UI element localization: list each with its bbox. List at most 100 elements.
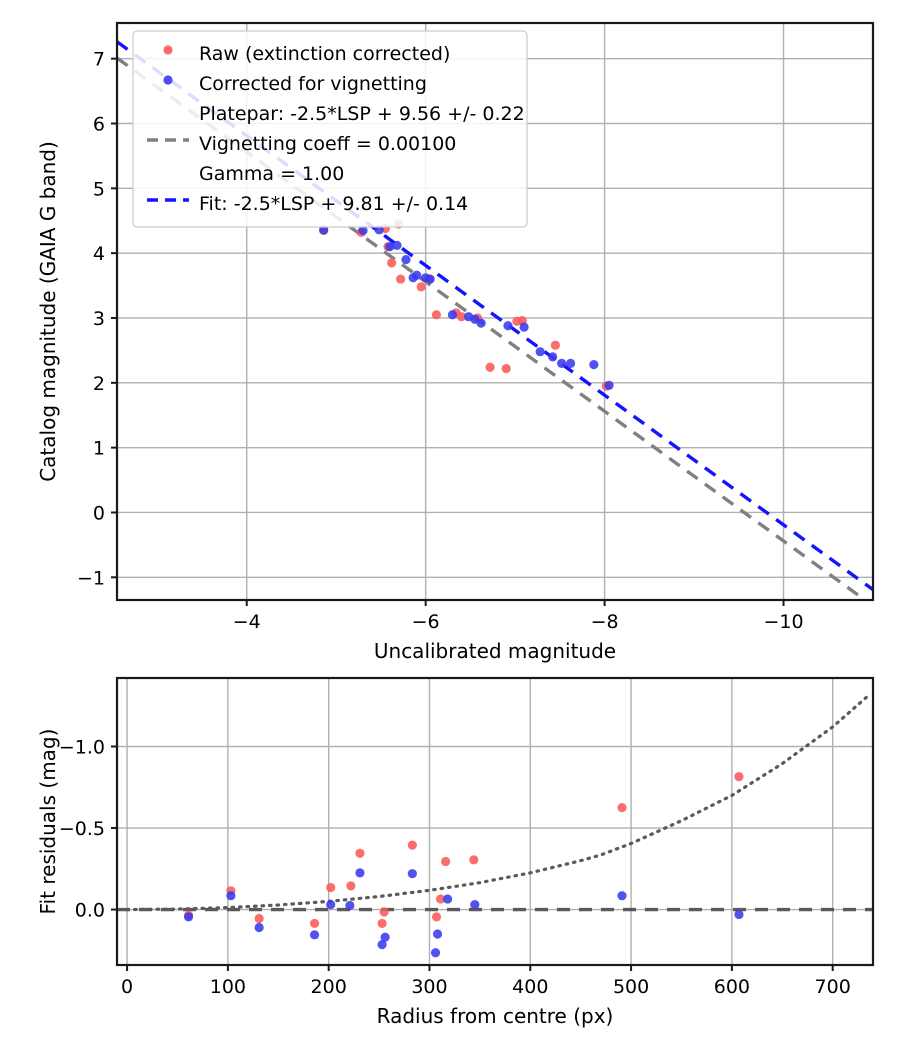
x-tick-label: 200 — [311, 976, 347, 998]
data-point — [183, 912, 194, 922]
data-point — [443, 894, 453, 904]
data-point — [309, 918, 320, 929]
data-point — [416, 282, 426, 292]
bottom-panel-ticks: 0 100 200 300 400 500 600 700 0.0 −0.5 −1.0 — [59, 736, 851, 998]
legend-background — [132, 30, 528, 228]
data-point — [550, 340, 560, 350]
data-point — [617, 891, 627, 901]
x-tick-label: 500 — [613, 976, 649, 998]
legend-entry: Raw (extinction corrected) — [163, 43, 450, 65]
x-tick-label: 700 — [815, 976, 851, 998]
y-tick-label: 7 — [93, 49, 105, 71]
x-tick-label: −10 — [763, 611, 803, 633]
legend-label: Corrected for vignetting — [199, 73, 427, 95]
x-tick-label: −4 — [233, 611, 261, 633]
data-point — [469, 855, 479, 865]
data-point — [309, 930, 320, 940]
data-point — [326, 882, 336, 893]
y-tick-label: −0.5 — [59, 818, 105, 840]
x-tick-label: −6 — [412, 611, 440, 633]
legend-label: Fit: -2.5*LSP + 9.81 +/- 0.14 — [199, 193, 468, 215]
data-point — [566, 358, 576, 368]
data-point — [254, 913, 264, 924]
legend-marker-icon — [163, 45, 173, 55]
data-point — [407, 840, 417, 850]
x-tick-label: −8 — [591, 611, 619, 633]
data-point — [401, 255, 411, 265]
data-point — [326, 900, 336, 910]
data-point — [226, 891, 236, 901]
data-point — [519, 322, 529, 332]
bottom-panel-datapoints — [183, 772, 744, 958]
data-point — [431, 912, 442, 922]
bottom-panel-xlabel: Radius from centre (px) — [377, 1004, 614, 1028]
vignetting-curve — [125, 694, 870, 912]
y-tick-label: 3 — [93, 308, 105, 330]
data-point — [379, 907, 389, 917]
top-panel-datapoints — [319, 219, 614, 391]
data-point — [377, 918, 387, 929]
data-point — [355, 868, 365, 878]
y-tick-label: 1 — [93, 438, 105, 460]
data-point — [380, 932, 390, 942]
x-tick-label: 300 — [411, 976, 447, 998]
x-tick-label: 600 — [714, 976, 750, 998]
data-point — [485, 362, 495, 372]
data-point — [604, 380, 614, 391]
series-points — [183, 772, 744, 929]
legend-label: Vignetting coeff = 0.00100 — [199, 133, 456, 155]
data-point — [385, 242, 395, 252]
bottom-panel-axes-frame — [115, 676, 875, 967]
y-tick-label: 0.0 — [75, 900, 105, 922]
data-point — [435, 894, 446, 904]
bottom-panel: 0 100 200 300 400 500 600 700 0.0 −0.5 −1.0 Radius … — [36, 676, 875, 1028]
data-point — [535, 347, 545, 357]
legend-marker-icon — [163, 75, 173, 85]
data-point — [476, 318, 486, 328]
x-tick-label: 100 — [210, 976, 246, 998]
data-point — [432, 929, 443, 939]
data-point — [407, 869, 417, 879]
data-point — [441, 856, 451, 867]
data-point — [355, 848, 365, 858]
data-point — [396, 274, 406, 284]
legend-entry: Platepar: -2.5*LSP + 9.56 +/- 0.22 Vignet… — [147, 103, 525, 185]
legend-label: Gamma = 1.00 — [199, 163, 344, 185]
top-panel-axes-frame — [115, 21, 875, 602]
y-tick-label: −1 — [77, 567, 105, 589]
data-point — [447, 310, 458, 320]
data-point — [358, 225, 368, 236]
data-point — [431, 310, 441, 320]
bottom-panel-gridlines — [117, 678, 873, 965]
y-tick-label: 5 — [93, 178, 105, 200]
bottom-panel-ylabel: Fit residuals (mag) — [36, 729, 60, 915]
data-point — [557, 358, 567, 368]
data-point — [430, 948, 441, 958]
data-point — [734, 909, 744, 920]
y-tick-label: −1.0 — [59, 736, 105, 758]
y-tick-label: 4 — [93, 243, 105, 265]
legend-entry: Corrected for vignetting — [163, 73, 427, 95]
top-panel-xlabel: Uncalibrated magnitude — [374, 639, 616, 663]
data-point — [503, 321, 513, 331]
data-point — [345, 900, 355, 911]
data-point — [254, 922, 264, 933]
data-point — [425, 274, 435, 284]
series-points — [183, 868, 744, 958]
series-points — [319, 225, 614, 391]
y-tick-label: 0 — [93, 502, 105, 524]
data-point — [387, 258, 397, 268]
y-tick-label: 6 — [93, 113, 105, 135]
x-tick-label: 400 — [512, 976, 548, 998]
data-point — [412, 270, 422, 280]
data-point — [548, 352, 558, 362]
data-point — [617, 803, 627, 813]
legend-entry: Fit: -2.5*LSP + 9.81 +/- 0.14 — [147, 193, 468, 215]
data-point — [377, 940, 387, 950]
legend-label: Raw (extinction corrected) — [199, 43, 450, 65]
legend-label: Platepar: -2.5*LSP + 9.56 +/- 0.22 — [199, 103, 525, 125]
data-point — [470, 900, 480, 910]
data-point — [589, 360, 599, 370]
